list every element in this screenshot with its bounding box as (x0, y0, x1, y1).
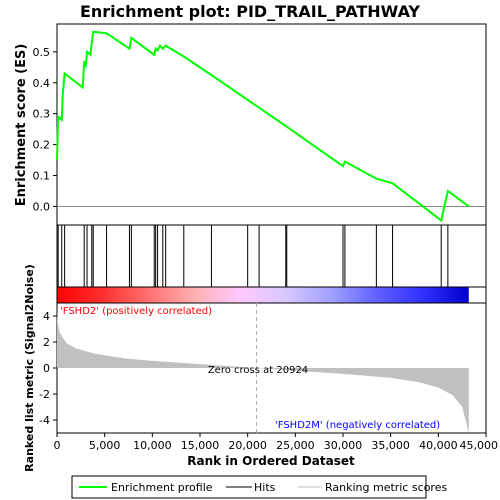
ranking-metric-area (57, 312, 469, 433)
es-panel-frame (56, 23, 487, 226)
metric-x-axis: 0 5,000 10,000 15,000 20,000 25,000 30,000 35,0… (54, 433, 499, 452)
metric-x-tick-label: 35,000 (371, 439, 410, 452)
legend-label-hits: Hits (254, 481, 276, 494)
metric-y-tick-label: 0 (43, 362, 50, 375)
enrichment-profile-line (56, 30, 470, 223)
metric-x-label: Rank in Ordered Dataset (187, 454, 355, 468)
metric-x-tick-label: 10,000 (133, 439, 172, 452)
legend-label-enrichment: Enrichment profile (111, 481, 213, 494)
es-y-tick-label: 0.2 (33, 139, 51, 152)
metric-y-tick-label: 4 (43, 310, 50, 323)
hits-panel-frame (56, 224, 487, 288)
es-y-tick-label: 0.0 (33, 200, 51, 213)
legend-label-metric: Ranking metric scores (325, 481, 447, 494)
es-y-tick-label: 0.3 (33, 108, 51, 121)
hit-lines (57, 225, 449, 287)
positive-label: 'FSHD2' (positively correlated) (60, 306, 212, 317)
metric-y-tick-label: -4 (39, 414, 50, 427)
metric-y-tick-label: -2 (39, 388, 50, 401)
metric-panel: Zero cross at 20924 'FSHD2' (positively … (23, 264, 498, 472)
metric-x-tick-label: 45,000 (460, 439, 499, 452)
metric-x-tick-label: 0 (54, 439, 61, 452)
es-y-tick-label: 0.5 (33, 46, 51, 59)
rank-colorbar (56, 286, 487, 304)
hits-panel (56, 224, 487, 288)
es-y-label: Enrichment score (ES) (14, 44, 29, 207)
es-panel: 0.0 0.1 0.2 0.3 0.4 0.5 Enrichment score (ES) (14, 23, 487, 226)
legend: Enrichment profile Hits Ranking metric s… (71, 475, 447, 499)
metric-x-tick-label: 15,000 (181, 439, 220, 452)
metric-x-tick-label: 5,000 (89, 439, 121, 452)
zero-cross-label: Zero cross at 20924 (208, 365, 308, 376)
es-y-axis: 0.0 0.1 0.2 0.3 0.4 0.5 (33, 46, 57, 213)
chart-title: Enrichment plot: PID_TRAIL_PATHWAY (80, 2, 420, 21)
metric-y-tick-label: 2 (43, 336, 50, 349)
metric-y-axis: -4 -2 0 2 4 (39, 310, 57, 427)
negative-label: 'FSHD2M' (negatively correlated) (275, 420, 440, 431)
metric-x-tick-label: 40,000 (419, 439, 458, 452)
metric-y-label: Ranked list metric (Signal2Noise) (23, 264, 36, 472)
metric-x-tick-label: 30,000 (324, 439, 363, 452)
es-y-tick-label: 0.4 (33, 77, 51, 90)
metric-x-tick-label: 25,000 (276, 439, 315, 452)
metric-x-tick-label: 20,000 (228, 439, 267, 452)
colorbar-gradient (57, 287, 469, 303)
es-y-tick-label: 0.1 (33, 170, 51, 183)
